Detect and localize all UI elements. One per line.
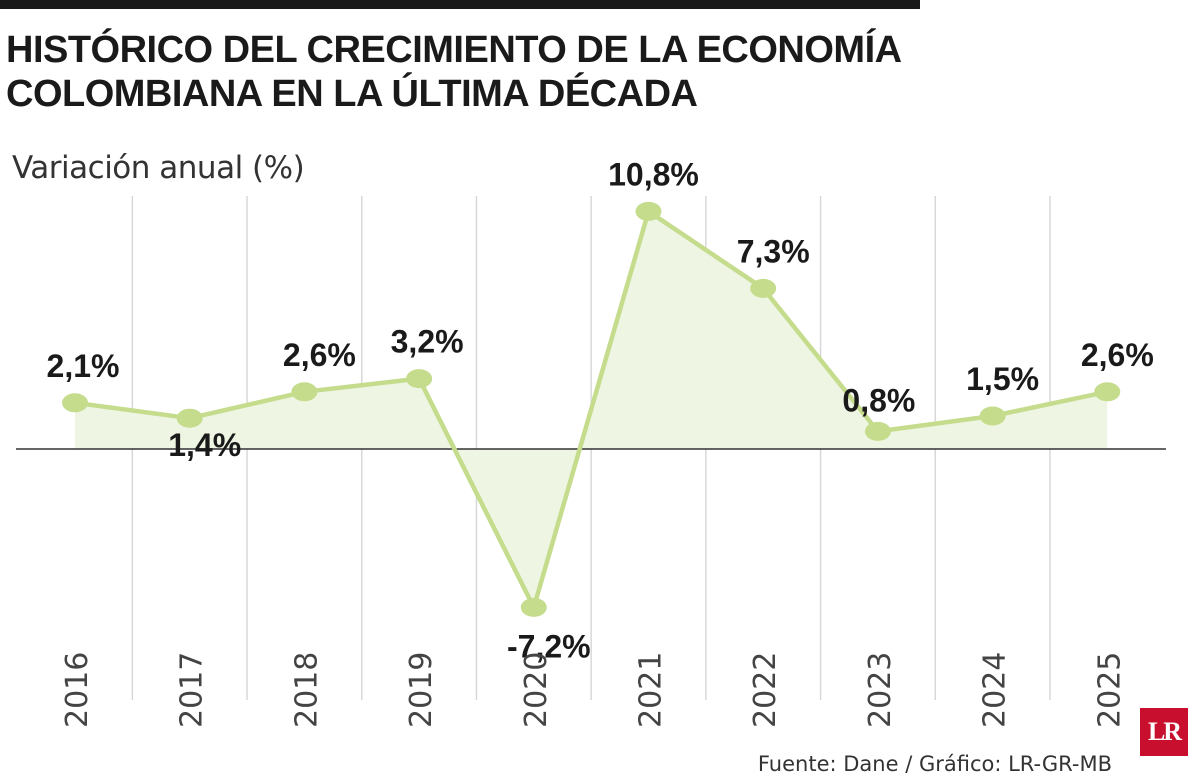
- data-point-2018: [291, 382, 318, 402]
- data-point-2017: [176, 408, 203, 428]
- series-polyline: [74, 209, 1108, 610]
- x-tick-2021: 2021: [634, 652, 669, 728]
- data-label-2023: 0,8%: [842, 382, 915, 418]
- chart-title-line-1: HISTÓRICO DEL CRECIMIENTO DE LA ECONOMÍA: [6, 29, 902, 71]
- x-tick-2025: 2025: [1092, 652, 1127, 728]
- x-tick-2022: 2022: [748, 652, 783, 728]
- data-label-2025: 2,6%: [1081, 337, 1154, 373]
- x-tick-2023: 2023: [863, 652, 898, 728]
- chart-title: HISTÓRICO DEL CRECIMIENTO DE LA ECONOMÍA…: [6, 28, 946, 116]
- data-point-2022: [750, 278, 777, 298]
- data-label-2019: 3,2%: [391, 324, 464, 360]
- data-point-2024: [979, 406, 1006, 426]
- data-point-2025: [1094, 382, 1121, 402]
- data-label-2022: 7,3%: [737, 233, 810, 269]
- data-label-2024: 1,5%: [966, 361, 1039, 397]
- data-label-2020: -7,2%: [507, 628, 591, 664]
- data-point-2021: [635, 201, 662, 221]
- data-point-2020: [520, 597, 547, 617]
- data-point-2019: [406, 369, 433, 389]
- data-label-2018: 2,6%: [283, 337, 356, 373]
- data-label-2021: 10,8%: [608, 156, 699, 192]
- y-axis-label: Variación anual (%): [12, 150, 305, 186]
- x-tick-2016: 2016: [60, 652, 95, 728]
- source-note: Fuente: Dane / Gráfico: LR-GR-MB: [757, 752, 1112, 776]
- data-points: [62, 201, 1121, 617]
- top-rule: [0, 0, 920, 9]
- chart-title-line-2: COLOMBIANA EN LA ÚLTIMA DÉCADA: [6, 73, 698, 115]
- series-line: [74, 209, 1108, 610]
- data-point-2023: [864, 421, 891, 441]
- x-tick-2019: 2019: [404, 652, 439, 728]
- x-tick-2018: 2018: [289, 652, 324, 728]
- data-labels: 2,1% 1,4% 2,6% 3,2% -7,2% 10,8% 7,3% 0,8% 1,5% 2,…: [47, 156, 1154, 664]
- data-label-2016: 2,1%: [47, 348, 120, 384]
- data-point-2016: [62, 393, 88, 413]
- x-tick-2020: 2020: [519, 652, 554, 728]
- data-label-2017: 1,4%: [168, 427, 241, 463]
- x-tick-labels: 2016 2017 2018 2019 2020 2021 2022 2023 2024 2025: [60, 652, 1127, 728]
- lr-logo: LR: [1140, 708, 1188, 756]
- x-tick-2024: 2024: [978, 652, 1013, 728]
- x-tick-2017: 2017: [175, 652, 210, 728]
